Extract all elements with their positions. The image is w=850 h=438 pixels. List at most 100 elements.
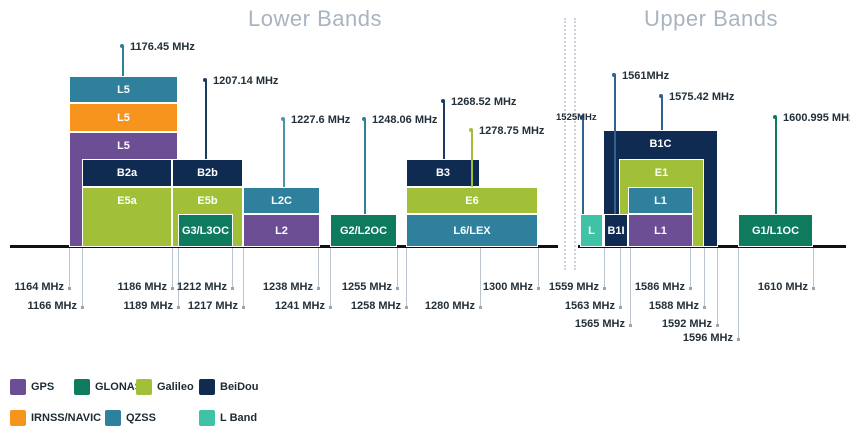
edge-dot [317, 287, 320, 290]
band-block-label: B2b [197, 167, 218, 179]
freq-marker-label-1561mhz: 1561MHz [622, 70, 670, 82]
edge-dot [171, 287, 174, 290]
freq-marker-label-1227-6-mhz: 1227.6 MHz [291, 114, 351, 126]
band-block-l2c-qzss: L2C [243, 187, 320, 214]
marker-leader-line [283, 119, 285, 187]
freq-edge-label-1166-mhz: 1166 MHz [27, 300, 77, 312]
band-block-e5a-galileo: E5a [82, 187, 172, 247]
band-block-l1-gps: L1 [628, 214, 693, 247]
marker-dot [281, 117, 285, 121]
freq-edge-label-1212-mhz: 1212 MHz [176, 281, 227, 293]
freq-edge-label-1586-mhz: 1586 MHz [634, 281, 685, 293]
marker-dot [659, 94, 663, 98]
edge-dot [689, 287, 692, 290]
band-block-label: E1 [654, 167, 669, 179]
freq-edge-label-1300-mhz: 1300 MHz [482, 281, 533, 293]
marker-leader-line [443, 101, 445, 159]
band-block-b2a-beidou: B2a [82, 159, 172, 187]
freq-marker-label-1248-06-mhz: 1248.06 MHz [372, 114, 438, 126]
marker-leader-line [471, 130, 473, 187]
marker-leader-line [582, 117, 584, 214]
edge-leader-line [480, 248, 481, 306]
marker-dot [580, 115, 584, 119]
band-block-g2-l2oc-glonass: G2/L2OC [330, 214, 397, 247]
band-divider-dotted-line [574, 18, 576, 270]
edge-leader-line [738, 248, 739, 338]
marker-dot [773, 115, 777, 119]
marker-leader-line [775, 117, 777, 214]
edge-leader-line [813, 248, 814, 287]
freq-edge-label-1238-mhz: 1238 MHz [262, 281, 313, 293]
edge-dot [68, 287, 71, 290]
legend-swatch-glonass [74, 379, 90, 395]
band-block-label: B1C [649, 138, 672, 150]
edge-dot [177, 306, 180, 309]
band-block-l6-lex-qzss: L6/LEX [406, 214, 538, 247]
edge-dot [619, 306, 622, 309]
band-block-label: G2/L2OC [339, 224, 388, 237]
edge-dot [812, 287, 815, 290]
freq-edge-label-1563-mhz: 1563 MHz [564, 300, 615, 312]
legend-swatch-qzss [105, 410, 121, 426]
band-block-e6-galileo: E6 [406, 187, 538, 214]
band-block-label: L5 [117, 140, 130, 152]
marker-leader-line [661, 96, 663, 130]
edge-leader-line [717, 248, 718, 324]
edge-leader-line [232, 248, 233, 287]
freq-edge-label-1280-mhz: 1280 MHz [424, 300, 475, 312]
edge-leader-line [604, 248, 605, 287]
freq-edge-label-1588-mhz: 1588 MHz [648, 300, 699, 312]
legend-swatch-irnss-navic [10, 410, 26, 426]
band-block-g1-l1oc-glonass: G1/L1OC [738, 214, 813, 247]
freq-marker-label-1176-45-mhz: 1176.45 MHz [130, 41, 195, 53]
edge-dot [231, 287, 234, 290]
edge-leader-line [172, 248, 173, 287]
edge-leader-line [330, 248, 331, 306]
band-block-b1i-beidou: B1I [604, 214, 628, 247]
freq-marker-label-1207-14-mhz: 1207.14 MHz [213, 75, 279, 87]
edge-leader-line [620, 248, 621, 306]
band-block-l2-gps: L2 [243, 214, 320, 247]
freq-marker-label-1600-995-mhz: 1600.995 MHz [783, 112, 850, 124]
edge-dot [537, 287, 540, 290]
legend-swatch-beidou [199, 379, 215, 395]
freq-edge-label-1189-mhz: 1189 MHz [123, 300, 173, 312]
marker-leader-line [122, 46, 124, 76]
edge-dot [242, 306, 245, 309]
marker-dot [362, 117, 366, 121]
edge-dot [405, 306, 408, 309]
edge-leader-line [243, 248, 244, 306]
freq-marker-label-1268-52-mhz: 1268.52 MHz [451, 96, 517, 108]
marker-dot [441, 99, 445, 103]
band-block-label: E5b [197, 195, 218, 207]
band-block-l5-irnss: L5 [69, 103, 178, 132]
band-block-g3-l3oc-glonass: G3/L3OC [178, 214, 233, 247]
legend-label-beidou: BeiDou [220, 381, 259, 393]
edge-dot [716, 324, 719, 327]
edge-leader-line [397, 248, 398, 287]
band-block-l-lband: L [580, 214, 603, 247]
freq-marker-label-1278-75-mhz: 1278.75 MHz [479, 125, 545, 137]
marker-leader-line [614, 75, 616, 214]
band-block-label: B3 [435, 167, 451, 179]
band-block-label: L2 [275, 224, 288, 237]
band-block-b2b-beidou: B2b [172, 159, 243, 187]
edge-leader-line [69, 248, 70, 287]
legend-label-gps: GPS [31, 381, 55, 393]
freq-edge-label-1217-mhz: 1217 MHz [187, 300, 238, 312]
marker-leader-line [205, 80, 207, 159]
freq-edge-label-1592-mhz: 1592 MHz [661, 318, 712, 330]
edge-dot [81, 306, 84, 309]
band-block-label: L1 [654, 224, 667, 237]
upper-bands-title: Upper Bands [644, 6, 778, 31]
legend-label-irnss-navic: IRNSS/NAVIC [31, 412, 102, 424]
freq-marker-label-1575-42-mhz: 1575.42 MHz [669, 91, 735, 103]
band-block-label: E5a [117, 195, 137, 207]
band-block-label: G3/L3OC [181, 224, 230, 237]
edge-leader-line [704, 248, 705, 306]
edge-dot [737, 338, 740, 341]
band-block-label: L6/LEX [453, 224, 491, 237]
legend-swatch-l-band [199, 410, 215, 426]
legend-swatch-galileo [136, 379, 152, 395]
